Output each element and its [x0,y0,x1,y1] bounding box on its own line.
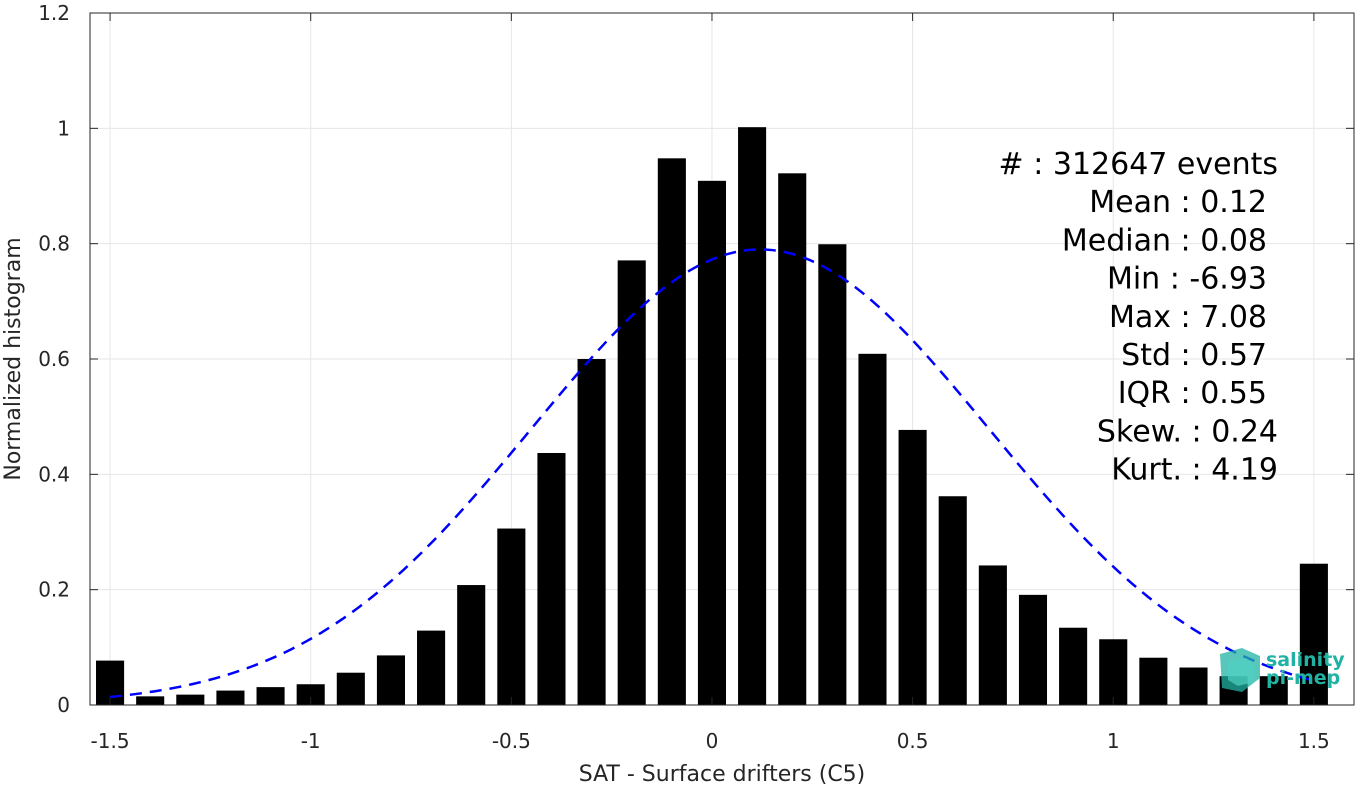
stat-line: Median : 0.08 [1062,223,1267,258]
y-axis-label: Normalized histogram [1,237,26,480]
x-tick-label: 1 [1107,729,1120,753]
histogram-bar [256,687,285,705]
histogram-bar [497,528,526,705]
histogram-bar [978,565,1007,705]
stat-line: IQR : 0.55 [1118,376,1267,411]
histogram-bar [657,158,686,705]
histogram-bar [1259,676,1288,705]
y-tick-label: 0.4 [38,462,70,486]
logo-line1: salinity [1266,649,1345,671]
stat-line: Min : -6.93 [1107,262,1267,297]
histogram-bar [818,244,847,705]
histogram-bar [417,630,446,705]
x-axis-ticks: -1.5 -1 -0.5 0 0.5 1 1.5 [91,13,1330,753]
histogram-bar [216,690,245,705]
x-tick-label: -1 [301,729,321,753]
histogram-bar [1299,563,1328,705]
histogram-bar [176,694,205,705]
x-tick-label: 1.5 [1298,729,1330,753]
stat-line: Max : 7.08 [1109,300,1267,335]
x-tick-label: 0 [706,729,719,753]
histogram-bar [617,260,646,705]
y-tick-label: 0.2 [38,578,70,602]
stat-line: Skew. : 0.24 [1097,414,1278,449]
histogram-bar [537,452,566,705]
y-tick-label: 0.6 [38,347,70,371]
logo-line2: pi-mep [1266,667,1340,689]
histogram-bar [938,496,967,705]
histogram-bar [1139,657,1168,705]
y-axis-ticks: 0 0.2 0.4 0.6 0.8 1 1.2 [38,1,1354,717]
histogram-bar [336,672,365,705]
histogram-bar [898,429,927,705]
histogram-bar [376,655,405,705]
x-tick-label: -1.5 [91,729,130,753]
histogram-bars [96,127,1328,706]
stat-line: # : 312647 events [999,147,1278,182]
histogram-bar [1018,594,1048,705]
histogram-bar [697,180,727,705]
histogram-bar [296,684,325,705]
stat-line: Mean : 0.12 [1089,185,1267,220]
histogram-bar [778,173,807,705]
stat-line: Std : 0.57 [1121,338,1267,373]
x-tick-label: 0.5 [897,729,929,753]
histogram-bar [858,353,887,705]
histogram-bar [577,359,606,705]
histogram-bar [136,696,165,705]
y-tick-label: 0.8 [38,232,70,256]
histogram-bar [1179,667,1208,705]
histogram-bar [1099,639,1128,705]
histogram-bar [457,585,486,705]
salinity-pimep-logo: salinity pi-mep [1220,648,1345,692]
stat-line: Kurt. : 4.19 [1111,453,1278,488]
histogram-bar [738,127,767,706]
x-axis-label: SAT - Surface drifters (C5) [579,762,866,785]
x-tick-label: -0.5 [492,729,531,753]
y-tick-label: 1.2 [38,1,70,25]
y-tick-label: 0 [57,693,70,717]
y-tick-label: 1 [57,116,70,140]
histogram-bar [1059,627,1088,705]
normal-fit-curve [109,248,1315,699]
logo-icon-shade [1228,658,1256,686]
